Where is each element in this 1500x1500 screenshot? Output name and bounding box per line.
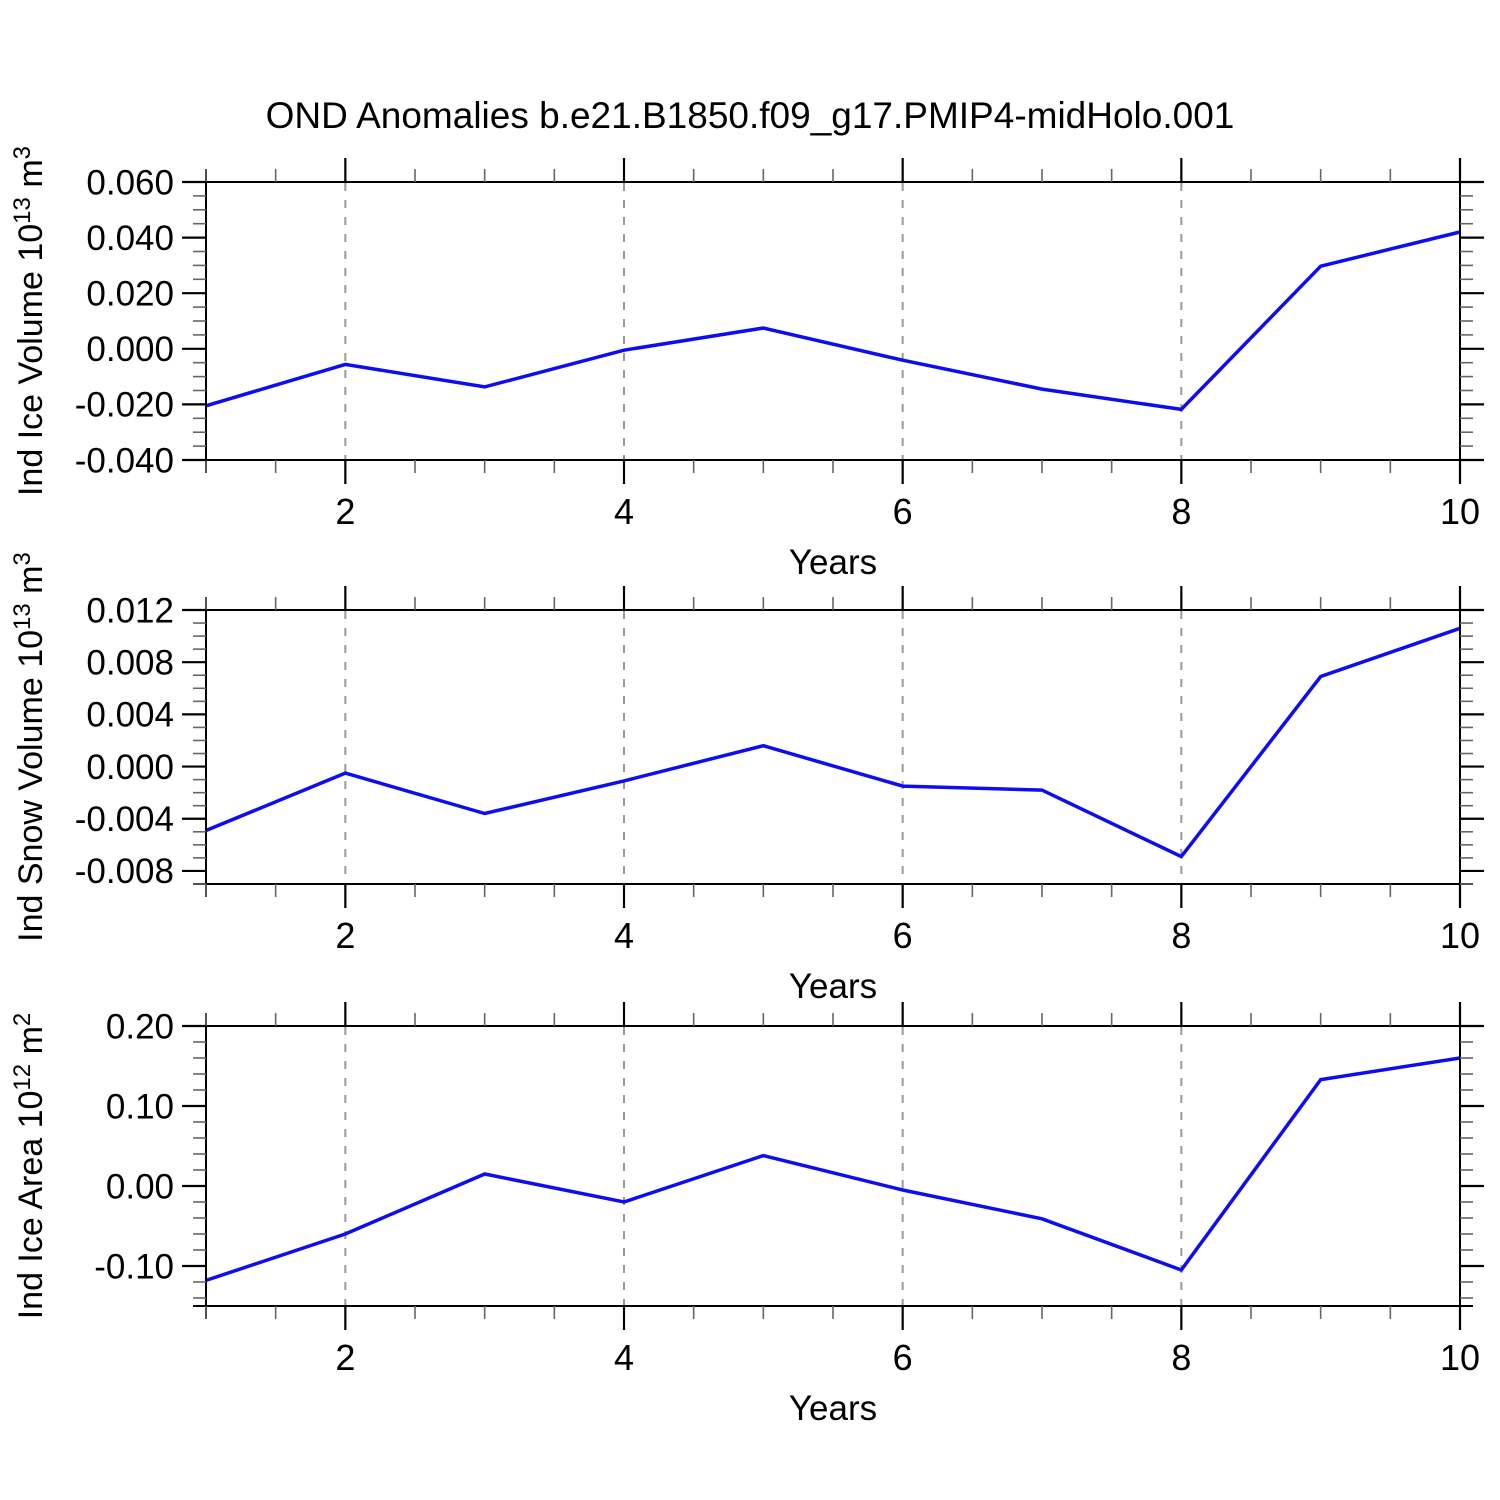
x-tick-label: 6 bbox=[893, 1337, 913, 1378]
y-axis-title-superscript: 3 bbox=[9, 146, 36, 159]
y-tick-label: 0.020 bbox=[86, 274, 174, 313]
y-tick-label: 0.060 bbox=[86, 163, 174, 202]
panel-ind-snow-volume: 2 4 6 8 10 Years 0.012 0.008 0.004 0.000 -0.004 -0.… bbox=[9, 552, 1484, 1006]
y-tick-label: -0.020 bbox=[75, 386, 174, 425]
y-axis-title: Ind Ice Area 1012 m2 bbox=[9, 1013, 50, 1320]
y-tick-label: 0.040 bbox=[86, 219, 174, 258]
x-axis-title: Years bbox=[789, 543, 877, 582]
x-tick-label: 8 bbox=[1171, 1337, 1191, 1378]
y-tick-label: -0.10 bbox=[94, 1247, 174, 1286]
x-tick-label: 2 bbox=[335, 1337, 355, 1378]
x-tick-label: 2 bbox=[335, 915, 355, 956]
y-axis-title-superscript: 13 bbox=[9, 603, 36, 630]
y-axis-title-text: Ind Snow Volume 10 bbox=[12, 630, 50, 942]
y-tick-label: 0.008 bbox=[86, 643, 174, 682]
x-tick-label: 10 bbox=[1440, 1337, 1480, 1378]
figure-title: OND Anomalies b.e21.B1850.f09_g17.PMIP4-… bbox=[265, 95, 1235, 136]
y-tick-label: 0.004 bbox=[86, 696, 174, 735]
y-tick-label: 0.000 bbox=[86, 330, 174, 369]
y-axis-title-text: m bbox=[12, 159, 50, 197]
x-tick-label: 4 bbox=[614, 491, 634, 532]
x-tick-label: 4 bbox=[614, 1337, 634, 1378]
x-tick-label: 10 bbox=[1440, 915, 1480, 956]
y-axis-title-superscript: 12 bbox=[9, 1064, 36, 1091]
y-tick-label: -0.004 bbox=[75, 800, 174, 839]
y-axis-title-text: Ind Ice Volume 10 bbox=[12, 224, 50, 496]
y-axis-title-text: m bbox=[12, 1026, 50, 1064]
y-tick-label: 0.012 bbox=[86, 591, 174, 630]
x-tick-label: 2 bbox=[335, 491, 355, 532]
y-axis-title-superscript: 13 bbox=[9, 197, 36, 224]
x-tick-label: 6 bbox=[893, 915, 913, 956]
y-axis-title: Ind Ice Volume 1013 m3 bbox=[9, 146, 50, 496]
x-tick-label: 10 bbox=[1440, 491, 1480, 532]
series-line-ind-ice-area bbox=[205, 1056, 1461, 1283]
y-tick-label: -0.008 bbox=[75, 852, 174, 891]
y-tick-label: 0.10 bbox=[106, 1087, 174, 1126]
x-tick-label: 4 bbox=[614, 915, 634, 956]
series-line-ind-ice-volume bbox=[205, 230, 1461, 412]
y-tick-label: 0.00 bbox=[106, 1167, 174, 1206]
x-tick-label: 8 bbox=[1171, 915, 1191, 956]
y-axis-title-text: Ind Ice Area 10 bbox=[12, 1091, 50, 1320]
y-axis-title: Ind Snow Volume 1013 m3 bbox=[9, 552, 50, 942]
y-axis-title-superscript: 2 bbox=[9, 1013, 36, 1026]
x-axis-title: Years bbox=[789, 1389, 877, 1428]
panel-ind-ice-area: 2 4 6 8 10 Years 0.20 0.10 0.00 -0.10 Ind Ice Area… bbox=[9, 1002, 1484, 1428]
x-axis-title: Years bbox=[789, 967, 877, 1006]
y-axis-title-superscript: 3 bbox=[9, 552, 36, 565]
y-axis-title-text: m bbox=[12, 565, 50, 603]
x-tick-label: 8 bbox=[1171, 491, 1191, 532]
y-tick-label: 0.20 bbox=[106, 1007, 174, 1046]
y-tick-label: -0.040 bbox=[75, 441, 174, 480]
panel-ind-ice-volume: 2 4 6 8 10 Years 0.060 0.040 0.020 0.000 -0.020 -0.… bbox=[9, 146, 1484, 582]
y-tick-label: 0.000 bbox=[86, 748, 174, 787]
x-tick-label: 6 bbox=[893, 491, 913, 532]
series-line-ind-snow-volume bbox=[205, 626, 1461, 859]
